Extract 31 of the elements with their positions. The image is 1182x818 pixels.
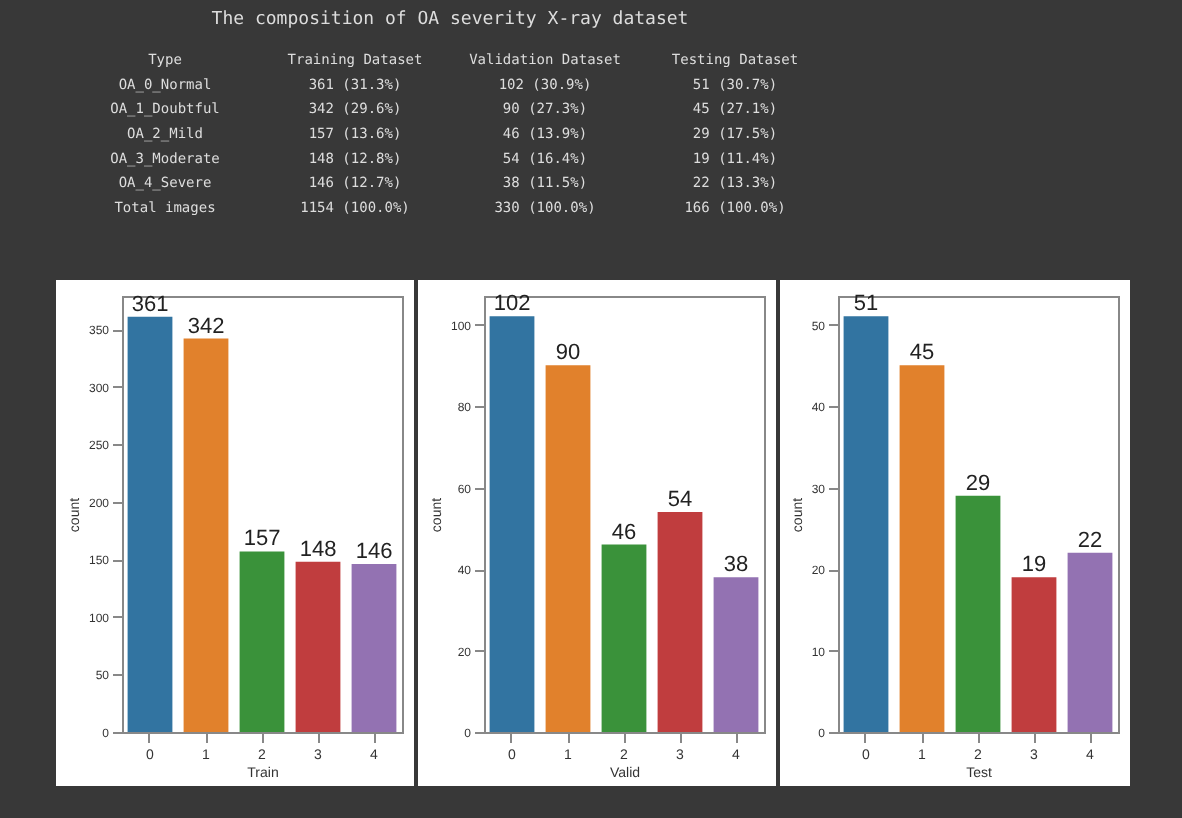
bar xyxy=(713,577,759,732)
data-label: 51 xyxy=(853,292,879,317)
bar xyxy=(601,544,647,732)
text: The composition of OA severity X-ray dataset xyxy=(211,10,689,30)
data-label: 102 xyxy=(493,292,531,317)
bar xyxy=(295,561,341,732)
bar xyxy=(127,316,173,732)
data-label: 361 xyxy=(131,292,169,317)
data-label: 45 xyxy=(909,341,935,366)
bar xyxy=(183,338,229,732)
data-label: 38 xyxy=(723,553,749,578)
data-label: 54 xyxy=(667,487,693,512)
bar xyxy=(351,564,397,732)
bar xyxy=(1067,552,1113,732)
data-label: 19 xyxy=(1021,553,1047,578)
data-label: 22 xyxy=(1077,528,1103,553)
bar xyxy=(1011,577,1057,732)
data-label: 29 xyxy=(965,471,991,496)
data-label: 148 xyxy=(299,537,337,562)
data-label: 146 xyxy=(355,540,393,565)
bar xyxy=(899,365,945,732)
bar xyxy=(545,365,591,732)
data-label: 157 xyxy=(243,527,281,552)
bar xyxy=(843,316,889,732)
bar xyxy=(489,316,535,732)
data-label: 342 xyxy=(187,314,225,339)
data-label: 90 xyxy=(555,341,581,366)
data-label: 46 xyxy=(611,520,637,545)
bar xyxy=(955,495,1001,732)
bar xyxy=(239,551,285,732)
bar xyxy=(657,511,703,732)
